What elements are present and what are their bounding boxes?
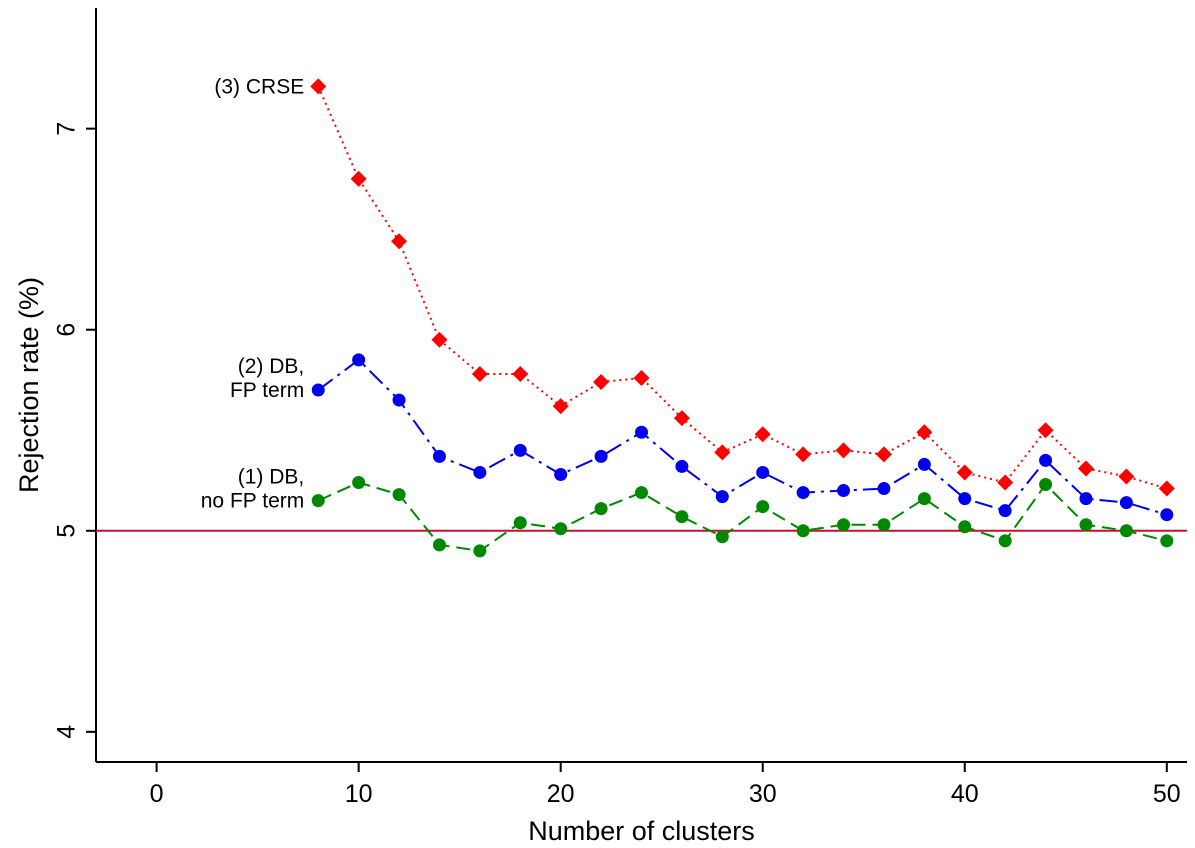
series-label: (3) CRSE [214,75,304,98]
series-3 [311,476,1174,558]
data-point-diamond [512,365,529,382]
data-point-circle [1160,534,1174,548]
data-point-circle [392,488,406,502]
data-point-circle [473,544,487,558]
data-point-diamond [1077,460,1094,477]
y-tick-label: 5 [53,524,81,538]
x-tick-label: 20 [547,780,575,808]
data-point-circle [1079,518,1093,532]
data-point-diamond [1158,480,1175,497]
data-point-circle [1160,508,1174,522]
x-tick-label: 10 [345,780,373,808]
x-axis-title: Number of clusters [528,816,755,846]
data-point-circle [352,476,366,490]
x-tick-label: 50 [1153,780,1181,808]
data-point-circle [554,467,568,481]
data-point-circle [796,524,810,538]
data-point-diamond [956,464,973,481]
data-point-diamond [350,170,367,187]
data-point-circle [432,538,446,552]
data-point-diamond [1037,422,1054,439]
data-point-circle [352,353,366,367]
data-point-diamond [633,369,650,386]
data-point-diamond [673,410,690,427]
y-axis-title: Rejection rate (%) [14,277,44,493]
data-point-circle [796,486,810,500]
data-point-circle [432,449,446,463]
data-point-circle [594,449,608,463]
series-label: (2) DB, FP term [230,355,304,402]
data-point-diamond [431,331,448,348]
data-point-diamond [795,446,812,463]
data-point-diamond [754,426,771,443]
series-label-line: (1) DB, [238,466,305,489]
data-point-circle [837,484,851,498]
data-point-diamond [310,78,327,95]
series-line [317,358,1168,516]
data-point-circle [756,500,770,514]
series-group [310,78,1175,558]
data-point-circle [513,443,527,457]
y-tick-label: 4 [53,725,81,739]
data-point-circle [1119,496,1133,510]
data-point-diamond [835,442,852,459]
data-point-circle [1039,478,1053,492]
data-point-circle [715,530,729,544]
data-point-circle [554,522,568,536]
data-point-diamond [714,444,731,461]
data-point-circle [998,504,1012,518]
data-point-circle [917,492,931,506]
data-point-circle [675,510,689,524]
series-line [317,481,1168,552]
series-labels-group: (3) CRSE (2) DB, FP term (1) DB, no FP term [201,75,304,512]
x-tick-label: 0 [150,780,164,808]
data-point-circle [715,490,729,504]
data-point-circle [1079,492,1093,506]
data-point-circle [635,486,648,500]
series-label-line: FP term [230,379,304,402]
data-point-circle [675,459,689,473]
data-point-diamond [1118,468,1135,485]
data-point-diamond [997,474,1014,491]
data-point-circle [756,465,770,479]
data-point-diamond [471,365,488,382]
data-point-circle [635,425,648,439]
series-label: (1) DB, no FP term [201,466,304,513]
data-point-circle [513,516,527,530]
y-tick-label: 6 [53,323,81,337]
data-point-circle [311,383,325,397]
series-label-line: no FP term [201,490,304,513]
data-point-circle [958,520,972,534]
series-label-line: (3) CRSE [214,75,304,98]
data-point-diamond [916,424,933,441]
data-point-circle [311,494,325,508]
axes: 0 10 20 30 40 50 4 5 6 7 [53,8,1187,808]
data-point-circle [917,457,931,471]
series-1 [310,78,1175,497]
data-point-circle [958,492,972,506]
data-point-circle [877,518,891,532]
y-tick-label: 7 [53,122,81,136]
data-point-circle [1119,524,1133,538]
data-point-circle [837,518,851,532]
data-point-circle [473,465,487,479]
x-tick-label: 40 [951,780,979,808]
data-point-diamond [391,233,408,250]
series-line [317,86,1168,490]
data-point-circle [594,502,608,516]
data-point-diamond [593,373,610,390]
data-point-circle [998,534,1012,548]
data-point-circle [392,393,406,407]
x-tick-label: 30 [749,780,777,808]
data-point-circle [1039,453,1053,467]
data-point-diamond [552,398,569,415]
data-point-diamond [875,446,892,463]
data-point-circle [877,482,891,496]
series-2 [311,353,1174,522]
series-label-line: (2) DB, [238,355,305,378]
